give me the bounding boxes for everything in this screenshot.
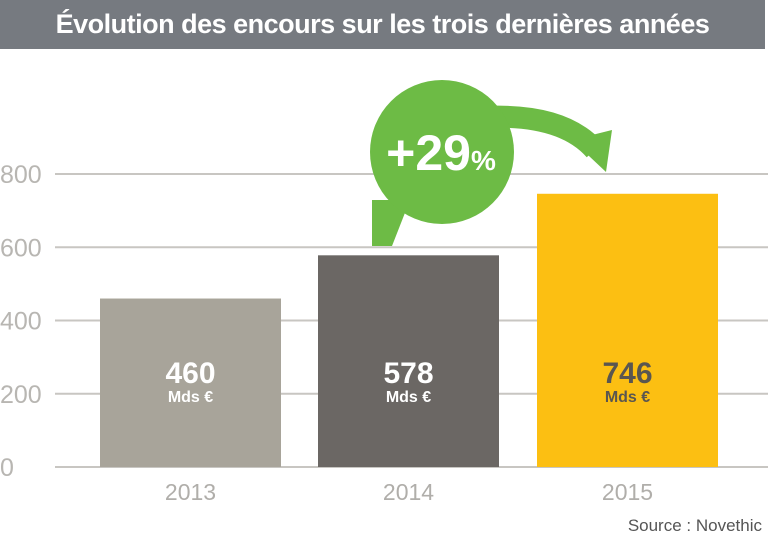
growth-label: +29% <box>386 125 496 181</box>
growth-bubble-tail <box>372 200 410 246</box>
growth-value: +29 <box>386 125 471 181</box>
bar-value-label: 746 <box>602 357 652 390</box>
y-tick-label: 200 <box>0 381 42 409</box>
growth-percent-sign: % <box>471 145 496 176</box>
bar-2014 <box>318 255 499 467</box>
bar-2015 <box>537 193 718 467</box>
y-tick-label: 0 <box>0 454 14 482</box>
x-tick-label: 2015 <box>602 479 653 505</box>
y-tick-label: 800 <box>0 161 42 189</box>
bar-unit-label: Mds € <box>605 389 650 406</box>
bar-value-label: 578 <box>383 357 433 390</box>
growth-arrow-head-icon <box>572 130 612 172</box>
bar-unit-label: Mds € <box>168 389 213 406</box>
x-tick-label: 2014 <box>383 479 434 505</box>
y-tick-label: 600 <box>0 234 42 262</box>
chart-title: Évolution des encours sur les trois dern… <box>0 0 765 49</box>
bar-value-label: 460 <box>165 357 215 390</box>
bar-unit-label: Mds € <box>386 389 431 406</box>
x-tick-label: 2013 <box>165 479 216 505</box>
source-note: Source : Novethic <box>627 516 762 535</box>
growth-bubble <box>370 80 514 224</box>
bar-2013 <box>100 298 281 467</box>
y-tick-label: 400 <box>0 308 42 336</box>
